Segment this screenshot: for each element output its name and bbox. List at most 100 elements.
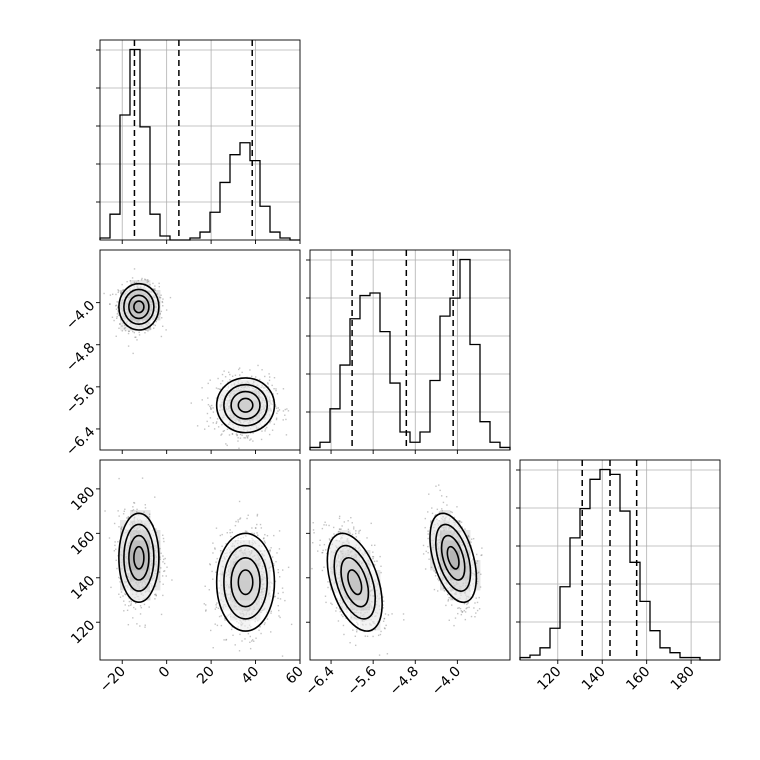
sample-point (120, 527, 122, 530)
sample-point (312, 542, 314, 544)
x-tick-label: 0 (156, 664, 174, 682)
sample-point (212, 407, 214, 409)
sample-point (149, 326, 152, 329)
sample-point (160, 294, 162, 296)
sample-point (110, 586, 112, 589)
sample-point (384, 627, 386, 630)
sample-point (340, 614, 343, 616)
sample-point (274, 580, 277, 583)
sample-point (467, 534, 470, 537)
sample-point (342, 615, 344, 618)
sample-point (474, 616, 476, 618)
x-tick-label: 60 (283, 664, 307, 688)
sample-point (323, 543, 326, 546)
sample-point (476, 560, 479, 562)
sample-point (111, 316, 114, 318)
contour-line (230, 556, 261, 608)
sample-point (273, 377, 276, 379)
sample-point (165, 329, 167, 331)
sample-point (249, 439, 251, 441)
sample-point (139, 625, 141, 627)
histogram-p1 (96, 39, 301, 241)
sample-point (147, 279, 149, 281)
sample-point (127, 516, 130, 519)
sample-point (227, 381, 229, 383)
x-tick-label: −4.0 (429, 664, 464, 699)
x-tick-label: 40 (238, 664, 262, 688)
panel-frame (519, 459, 721, 661)
sample-point (149, 328, 152, 330)
sample-point (154, 598, 156, 600)
panel-content (103, 268, 290, 449)
sample-point (225, 543, 227, 545)
sample-point (124, 604, 126, 606)
sample-point (228, 434, 231, 436)
sample-point (351, 533, 354, 536)
sample-point (130, 603, 132, 605)
sample-point (144, 332, 146, 334)
sample-point (219, 549, 222, 552)
sample-point (270, 631, 272, 633)
sample-point (456, 506, 458, 508)
sample-point (466, 607, 468, 609)
sample-point (447, 598, 450, 601)
sample-point (460, 610, 463, 612)
sample-point (117, 541, 119, 543)
sample-point (319, 544, 321, 546)
sample-point (436, 508, 439, 511)
sample-point (277, 410, 279, 412)
sample-point (246, 517, 248, 520)
sample-point (209, 405, 211, 407)
sample-point (203, 603, 205, 605)
sample-point (135, 336, 137, 338)
sample-point (437, 578, 439, 580)
sample-point (120, 291, 123, 293)
sample-point (154, 288, 156, 290)
sample-point (208, 425, 210, 427)
sample-point (152, 288, 154, 290)
sample-point (156, 293, 159, 295)
sample-point (437, 590, 439, 592)
contour-line (133, 300, 145, 314)
sample-point (215, 606, 218, 609)
sample-point (257, 364, 259, 367)
sample-point (157, 316, 159, 319)
sample-point (116, 313, 119, 315)
sample-point (239, 518, 241, 520)
sample-point (427, 530, 429, 532)
sample-point (384, 613, 387, 615)
sample-point (118, 526, 120, 528)
sample-point (478, 596, 480, 599)
sample-point (117, 310, 119, 312)
sample-point (239, 437, 242, 439)
sample-point (474, 602, 476, 604)
y-tick-label: −4.0 (63, 298, 98, 333)
sample-point (278, 576, 281, 578)
sample-point (153, 593, 156, 596)
sample-point (224, 617, 226, 620)
sample-point (339, 528, 341, 530)
sample-point (260, 632, 262, 635)
sample-point (134, 608, 137, 610)
sample-point (117, 312, 119, 314)
sample-point (321, 569, 324, 572)
sample-point (378, 654, 381, 656)
sample-point (441, 508, 443, 510)
sample-point (225, 638, 228, 641)
sample-point (205, 609, 207, 611)
sample-point (277, 597, 279, 600)
sample-point (162, 298, 164, 300)
sample-point (226, 428, 229, 431)
sample-point (459, 607, 462, 610)
sample-point (155, 531, 158, 533)
sample-point (163, 558, 165, 561)
sample-point (466, 603, 468, 606)
sample-point (113, 522, 116, 525)
sample-point (210, 407, 212, 410)
sample-point (127, 330, 130, 333)
sample-point (275, 407, 278, 409)
sample-point (132, 509, 135, 511)
sample-point (374, 564, 376, 566)
sample-point (463, 609, 466, 612)
sample-point (434, 571, 437, 573)
